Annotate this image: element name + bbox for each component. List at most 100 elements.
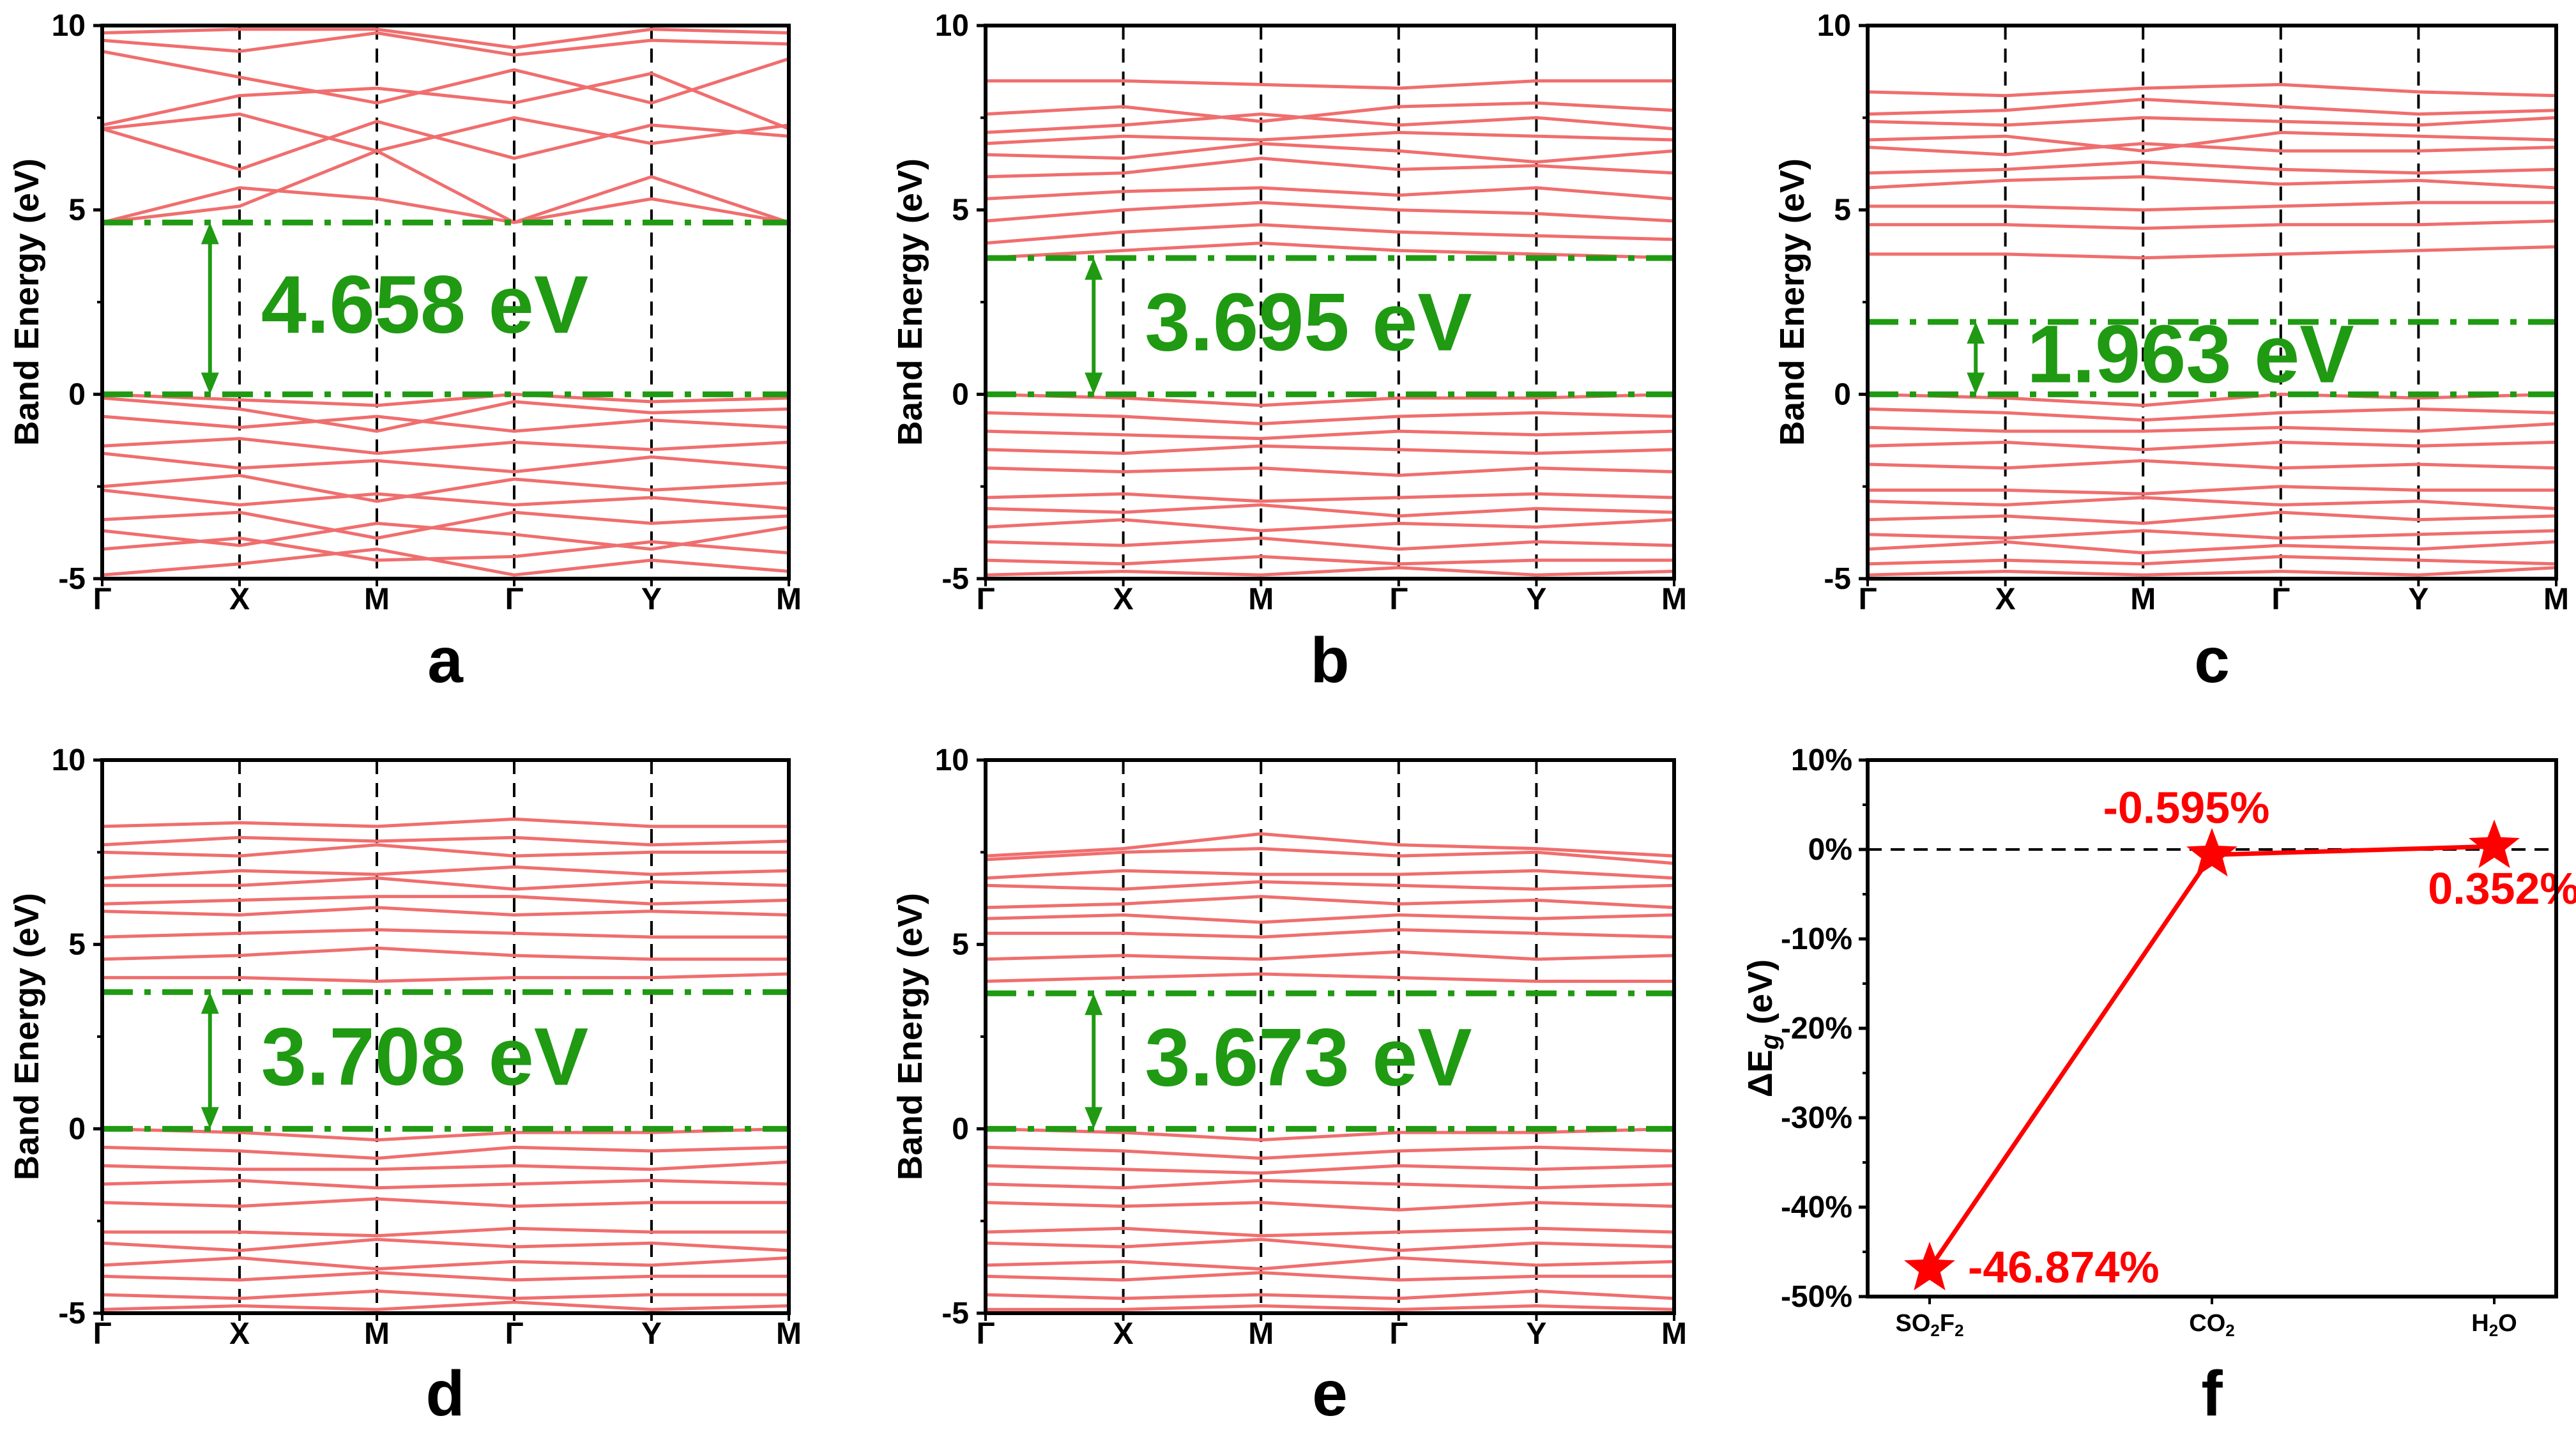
band-curve [102, 72, 789, 131]
band-lines [102, 27, 789, 577]
x-tick-label: M [364, 1317, 390, 1351]
band-lines [986, 832, 1674, 1311]
gap-arrow-head-up [1085, 993, 1103, 1016]
band-curve [1868, 201, 2556, 212]
band-curve [102, 906, 789, 917]
gap-arrow-head-down [1967, 372, 1985, 395]
y-tick-label: 10 [935, 743, 969, 777]
data-label: 0.352% [2428, 864, 2576, 913]
panel-f: -50%-40%-30%-20%-10%0%10%SO2F2 CO2 H2OΔEg … [1741, 743, 2576, 1429]
x-tick-label: Γ [1389, 1317, 1408, 1351]
panel-c: 1.963 eV Γ X M Γ Y M -5 0 5 10 Band Energy (eV) c [1773, 9, 2569, 696]
gap-arrow-head-up [201, 992, 219, 1014]
x-tick-label: M [1661, 1317, 1687, 1351]
y-axis-label: Band Energy (eV) [8, 158, 46, 446]
band-curve [986, 101, 1674, 123]
x-tick-label: M [1248, 582, 1274, 616]
x-tick-label: M [364, 582, 390, 616]
band-curve [986, 429, 1674, 441]
band-curve [102, 876, 789, 891]
plot-frame [984, 758, 1676, 1315]
gap-arrow-head-down [1085, 1107, 1103, 1129]
x-tick-label: Γ [1859, 582, 1877, 616]
x-tick-label: Γ [977, 582, 995, 616]
y-tick-label: -5 [941, 562, 969, 596]
band-curve [986, 950, 1674, 961]
band-curve [1868, 219, 2556, 230]
y-tick-label: 10 [935, 9, 969, 43]
panel-letter: f [2201, 1358, 2223, 1429]
band-curve [1868, 485, 2556, 496]
band-curve [986, 1145, 1674, 1160]
x-tick-label: M [776, 1317, 802, 1351]
x-tick-label: CO2 [2189, 1310, 2234, 1340]
x-tick-label: M [2543, 582, 2569, 616]
band-lines [102, 817, 789, 1311]
y-tick-label: -5 [941, 1297, 969, 1330]
y-tick-label: 0 [1834, 377, 1851, 411]
band-curve [986, 466, 1674, 477]
y-axis-label: Band Energy (eV) [8, 893, 46, 1180]
band-curve [1868, 459, 2556, 470]
band-curve [1868, 82, 2556, 98]
x-tick-label-part: 2 [2225, 1321, 2234, 1340]
band-curve [1868, 529, 2556, 540]
band-curve [102, 437, 789, 455]
gap-arrow-head-down [201, 1107, 219, 1129]
band-curve [986, 444, 1674, 455]
band-curve [1868, 407, 2556, 422]
gap-value-label: 3.695 eV [1145, 277, 1472, 369]
y-axis-label: Band Energy (eV) [891, 893, 929, 1180]
band-curve [102, 928, 789, 939]
y-tick-label: 5 [68, 194, 86, 227]
band-curve [986, 554, 1674, 566]
band-curve [986, 112, 1674, 134]
band-curve [102, 1160, 789, 1171]
band-curve [102, 843, 789, 858]
x-tick-label-part: H [2471, 1310, 2488, 1337]
band-curve [102, 452, 789, 474]
x-tick-label: X [1995, 582, 2016, 616]
x-tick-label-part: SO [1895, 1310, 1930, 1337]
x-tick-label: SO2F2 [1895, 1310, 1963, 1340]
band-curve [102, 521, 789, 551]
band-curve [102, 547, 789, 577]
band-curve [102, 31, 789, 57]
band-curve [102, 1238, 789, 1252]
x-tick-label-part: O [2498, 1310, 2517, 1337]
band-curve [102, 817, 789, 828]
gap-value-label: 3.673 eV [1145, 1012, 1472, 1103]
gap-value-label: 1.963 eV [2027, 309, 2354, 400]
x-tick-label-part: F [1940, 1310, 1955, 1337]
x-tick-label: X [1113, 582, 1134, 616]
band-curve [986, 895, 1674, 910]
band-curve [986, 880, 1674, 891]
band-curve [986, 1178, 1674, 1190]
x-tick-label: Γ [93, 582, 112, 616]
data-point-star [2186, 828, 2237, 877]
band-curve [986, 142, 1674, 164]
band-curve [102, 49, 789, 105]
band-curve [1868, 175, 2556, 190]
band-curve [986, 223, 1674, 245]
y-tick-label: 5 [1834, 194, 1851, 227]
panel-letter: e [1312, 1358, 1348, 1429]
band-curve [1868, 98, 2556, 116]
band-curve [102, 488, 789, 510]
band-curve [102, 175, 789, 224]
x-tick-label-part: 2 [1930, 1321, 1939, 1340]
y-axis-label-unit: (eV) [1741, 959, 1780, 1034]
band-curve [102, 835, 789, 847]
y-tick-label: -5 [58, 1297, 86, 1330]
plot-frame [984, 24, 1676, 581]
x-tick-label: X [229, 582, 250, 616]
band-curve [102, 392, 789, 407]
panel-letter: a [427, 625, 464, 696]
band-curve [102, 1226, 789, 1238]
y-tick-label: 10 [52, 743, 86, 777]
x-tick-label: Y [1526, 582, 1546, 616]
band-curve [102, 396, 789, 433]
band-curve [986, 847, 1674, 865]
band-curve [986, 492, 1674, 503]
y-tick-label: -50% [1781, 1280, 1852, 1314]
